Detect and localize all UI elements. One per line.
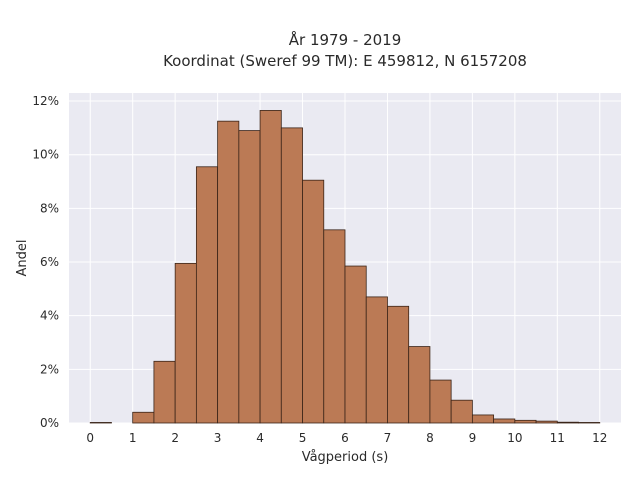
histogram-bar: [280, 127, 303, 424]
y-axis-label: Andel: [15, 240, 30, 277]
histogram-bar: [238, 130, 261, 424]
histogram-bar: [450, 399, 473, 424]
histogram-bar: [387, 305, 410, 424]
chart-title-line-1: År 1979 - 2019: [289, 30, 402, 49]
y-tick-label: 4%: [40, 309, 59, 323]
x-axis-label: Vågperiod (s): [302, 450, 389, 465]
y-tick-label: 8%: [40, 201, 59, 215]
histogram-bar: [408, 346, 431, 424]
y-tick-label: 0%: [40, 416, 59, 430]
histogram-bar: [493, 418, 516, 424]
chart-title-line-2: Koordinat (Sweref 99 TM): E 459812, N 61…: [163, 52, 527, 70]
histogram-bar: [514, 419, 537, 424]
x-tick-label: 4: [256, 431, 264, 445]
x-tick-label: 3: [214, 431, 222, 445]
x-tick-label: 11: [550, 431, 565, 445]
x-axis-ticks: 0 1 2 3 4 5 6 7 8 9 10 11 12: [86, 431, 607, 445]
histogram-bar: [365, 296, 388, 424]
histogram-bar: [578, 422, 601, 424]
x-tick-label: 6: [341, 431, 349, 445]
histogram-bar: [471, 414, 495, 424]
histogram-bar: [174, 262, 197, 424]
y-tick-label: 6%: [40, 255, 59, 269]
histogram-bar: [535, 420, 558, 424]
bars: [89, 110, 601, 424]
histogram-bar: [195, 166, 219, 424]
x-tick-label: 12: [592, 431, 607, 445]
x-tick-label: 8: [426, 431, 434, 445]
histogram-bar: [344, 265, 367, 424]
x-tick-label: 5: [299, 431, 307, 445]
histogram-bar: [429, 379, 452, 424]
x-tick-label: 0: [86, 431, 94, 445]
histogram-bar: [132, 411, 155, 424]
histogram-bar: [89, 422, 112, 424]
histogram-bar: [259, 110, 282, 424]
x-tick-label: 10: [507, 431, 522, 445]
histogram-bar: [323, 229, 346, 424]
x-tick-label: 9: [469, 431, 477, 445]
histogram-bar: [153, 360, 176, 424]
histogram-bar: [302, 179, 325, 424]
x-tick-label: 2: [171, 431, 179, 445]
histogram-bar: [217, 120, 240, 424]
x-tick-label: 1: [129, 431, 137, 445]
y-tick-label: 10%: [32, 148, 59, 162]
histogram-bar: [556, 421, 579, 424]
y-tick-label: 2%: [40, 362, 59, 376]
y-tick-label: 12%: [32, 94, 59, 108]
x-tick-label: 7: [384, 431, 392, 445]
y-axis-ticks: 0% 2% 4% 6% 8% 10% 12%: [32, 94, 59, 430]
